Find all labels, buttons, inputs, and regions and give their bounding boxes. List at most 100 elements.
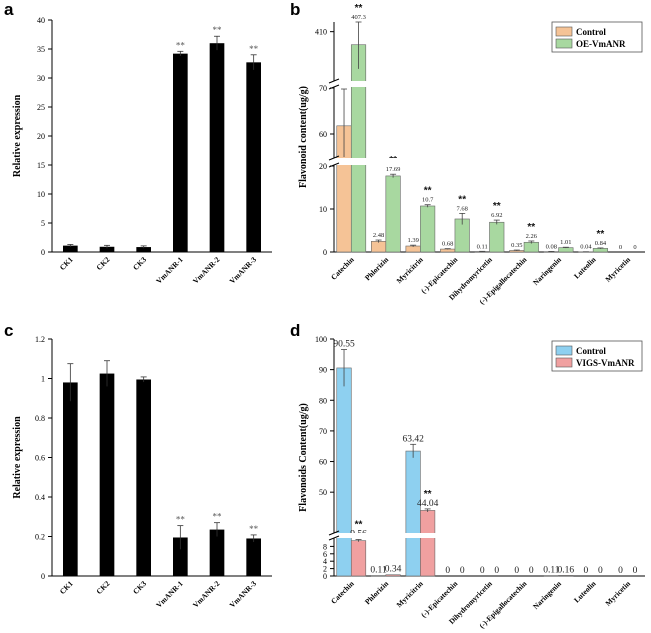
data-label: 0 [460,566,465,576]
x-tick-label: CK3 [131,255,148,272]
bar [173,537,188,576]
data-label: 0.68 [442,241,453,248]
data-label: 2.26 [526,233,538,240]
y-tick-label: 40 [37,16,45,25]
bar [99,373,115,576]
x-tick-label: VmANR-3 [228,579,259,610]
x-tick-label: CK2 [94,255,111,272]
bar [385,574,401,577]
x-tick-label: VmANR-1 [154,255,185,286]
data-label: 7.68 [457,205,468,212]
panel-label-d: d [290,321,300,340]
y-tick-label: 90 [319,366,327,375]
data-label: 0 [480,566,485,576]
legend-label: Control [576,346,606,356]
data-label: 407.3 [351,14,366,21]
data-label: 10.7 [422,197,434,204]
data-label: 2.48 [373,232,384,239]
significance-mark: ** [424,186,432,197]
x-tick-label: Phlorizin [363,254,391,282]
bar [523,241,539,253]
y-tick-label: 80 [319,396,327,405]
legend-label: VIGS-VmANR [576,358,635,368]
y-tick-label: 25 [37,103,45,112]
legend-swatch [555,26,573,37]
axis-break-slash [328,155,340,161]
x-tick-label: VmANR-2 [191,255,222,286]
data-label: 0.11 [477,243,488,250]
y-tick-label: 0.6 [35,454,45,463]
significance-mark: ** [213,512,223,522]
x-tick-label: Catechin [329,254,356,281]
data-label: 0 [529,566,534,576]
x-tick-label: Myricetin [603,254,632,283]
significance-mark: ** [213,25,223,35]
x-tick-label: CK1 [58,255,75,272]
y-tick-label: 60 [319,458,327,467]
bar [420,205,436,253]
y-tick-label: 15 [37,161,45,170]
y-tick-label: 70 [319,427,327,436]
x-tick-label: Catechin [329,578,356,605]
panel-label-b: b [290,0,300,19]
significance-mark: ** [527,222,535,233]
significance-mark: ** [176,515,186,525]
x-tick-label: Luteolin [572,254,598,280]
y-axis-title: Relative expression [12,416,23,499]
bar [136,247,151,252]
y-tick-label: 8 [323,542,327,551]
y-tick-label: 0.8 [35,414,45,423]
bar [63,245,78,252]
significance-mark: ** [176,40,186,50]
y-tick-label: 1.2 [35,335,45,344]
y-tick-label: 5 [41,219,45,228]
y-tick-label: 0 [41,572,45,581]
y-tick-label: 10 [37,190,45,199]
y-axis-title: Flavonoids Content(ug/g) [298,403,309,512]
data-label: 0.84 [595,240,607,247]
bar [99,246,115,252]
data-label: 0.04 [580,244,592,251]
bar [371,241,387,253]
x-tick-label: CK2 [94,579,111,596]
data-label: 1.39 [407,237,418,244]
x-tick-label: Myricetin [603,578,632,607]
significance-mark: ** [249,44,259,54]
bar [173,53,188,252]
axis-break-slash [328,530,340,536]
x-tick-label: VmANR-1 [154,579,185,610]
bar [489,221,505,253]
data-label: 0 [618,566,623,576]
x-tick-label: CK1 [58,579,75,596]
bar [405,450,421,577]
y-tick-label: 50 [319,488,327,497]
bar [336,367,352,577]
y-tick-label: 35 [37,45,45,54]
axis-break-gap [330,158,641,165]
significance-mark: ** [424,489,432,500]
bar [246,538,261,576]
x-tick-label: VmANR-3 [228,255,259,286]
y-axis-title: Flavonoid content(ug/g) [298,86,309,188]
bar [558,575,574,577]
bar [592,248,608,253]
data-label: 90.55 [333,340,355,350]
y-tick-label: 20 [319,162,327,171]
bar [440,248,456,253]
axis-break-slash [328,162,340,168]
data-label: 0 [598,566,603,576]
y-tick-label: 410 [315,28,327,37]
x-tick-label: Myricitrin [395,254,426,285]
panel-label-a: a [4,0,14,19]
chart-c: 0 0.2 0.4 0.6 0.8 1 1.2 Relative expression CK1 C… [12,335,272,610]
y-tick-label: 0 [323,248,327,257]
y-axis-title: Relative expression [12,94,23,177]
legend-swatch [555,357,573,368]
chart-a: 0 5 10 15 20 25 30 35 40 Relative expression CK1 CK… [12,16,272,286]
data-label: 0.11 [370,566,387,576]
data-label: 0 [514,566,519,576]
panel-label-c: c [4,321,13,340]
y-tick-label: 30 [37,74,45,83]
bar [246,62,261,253]
bar [209,43,225,253]
